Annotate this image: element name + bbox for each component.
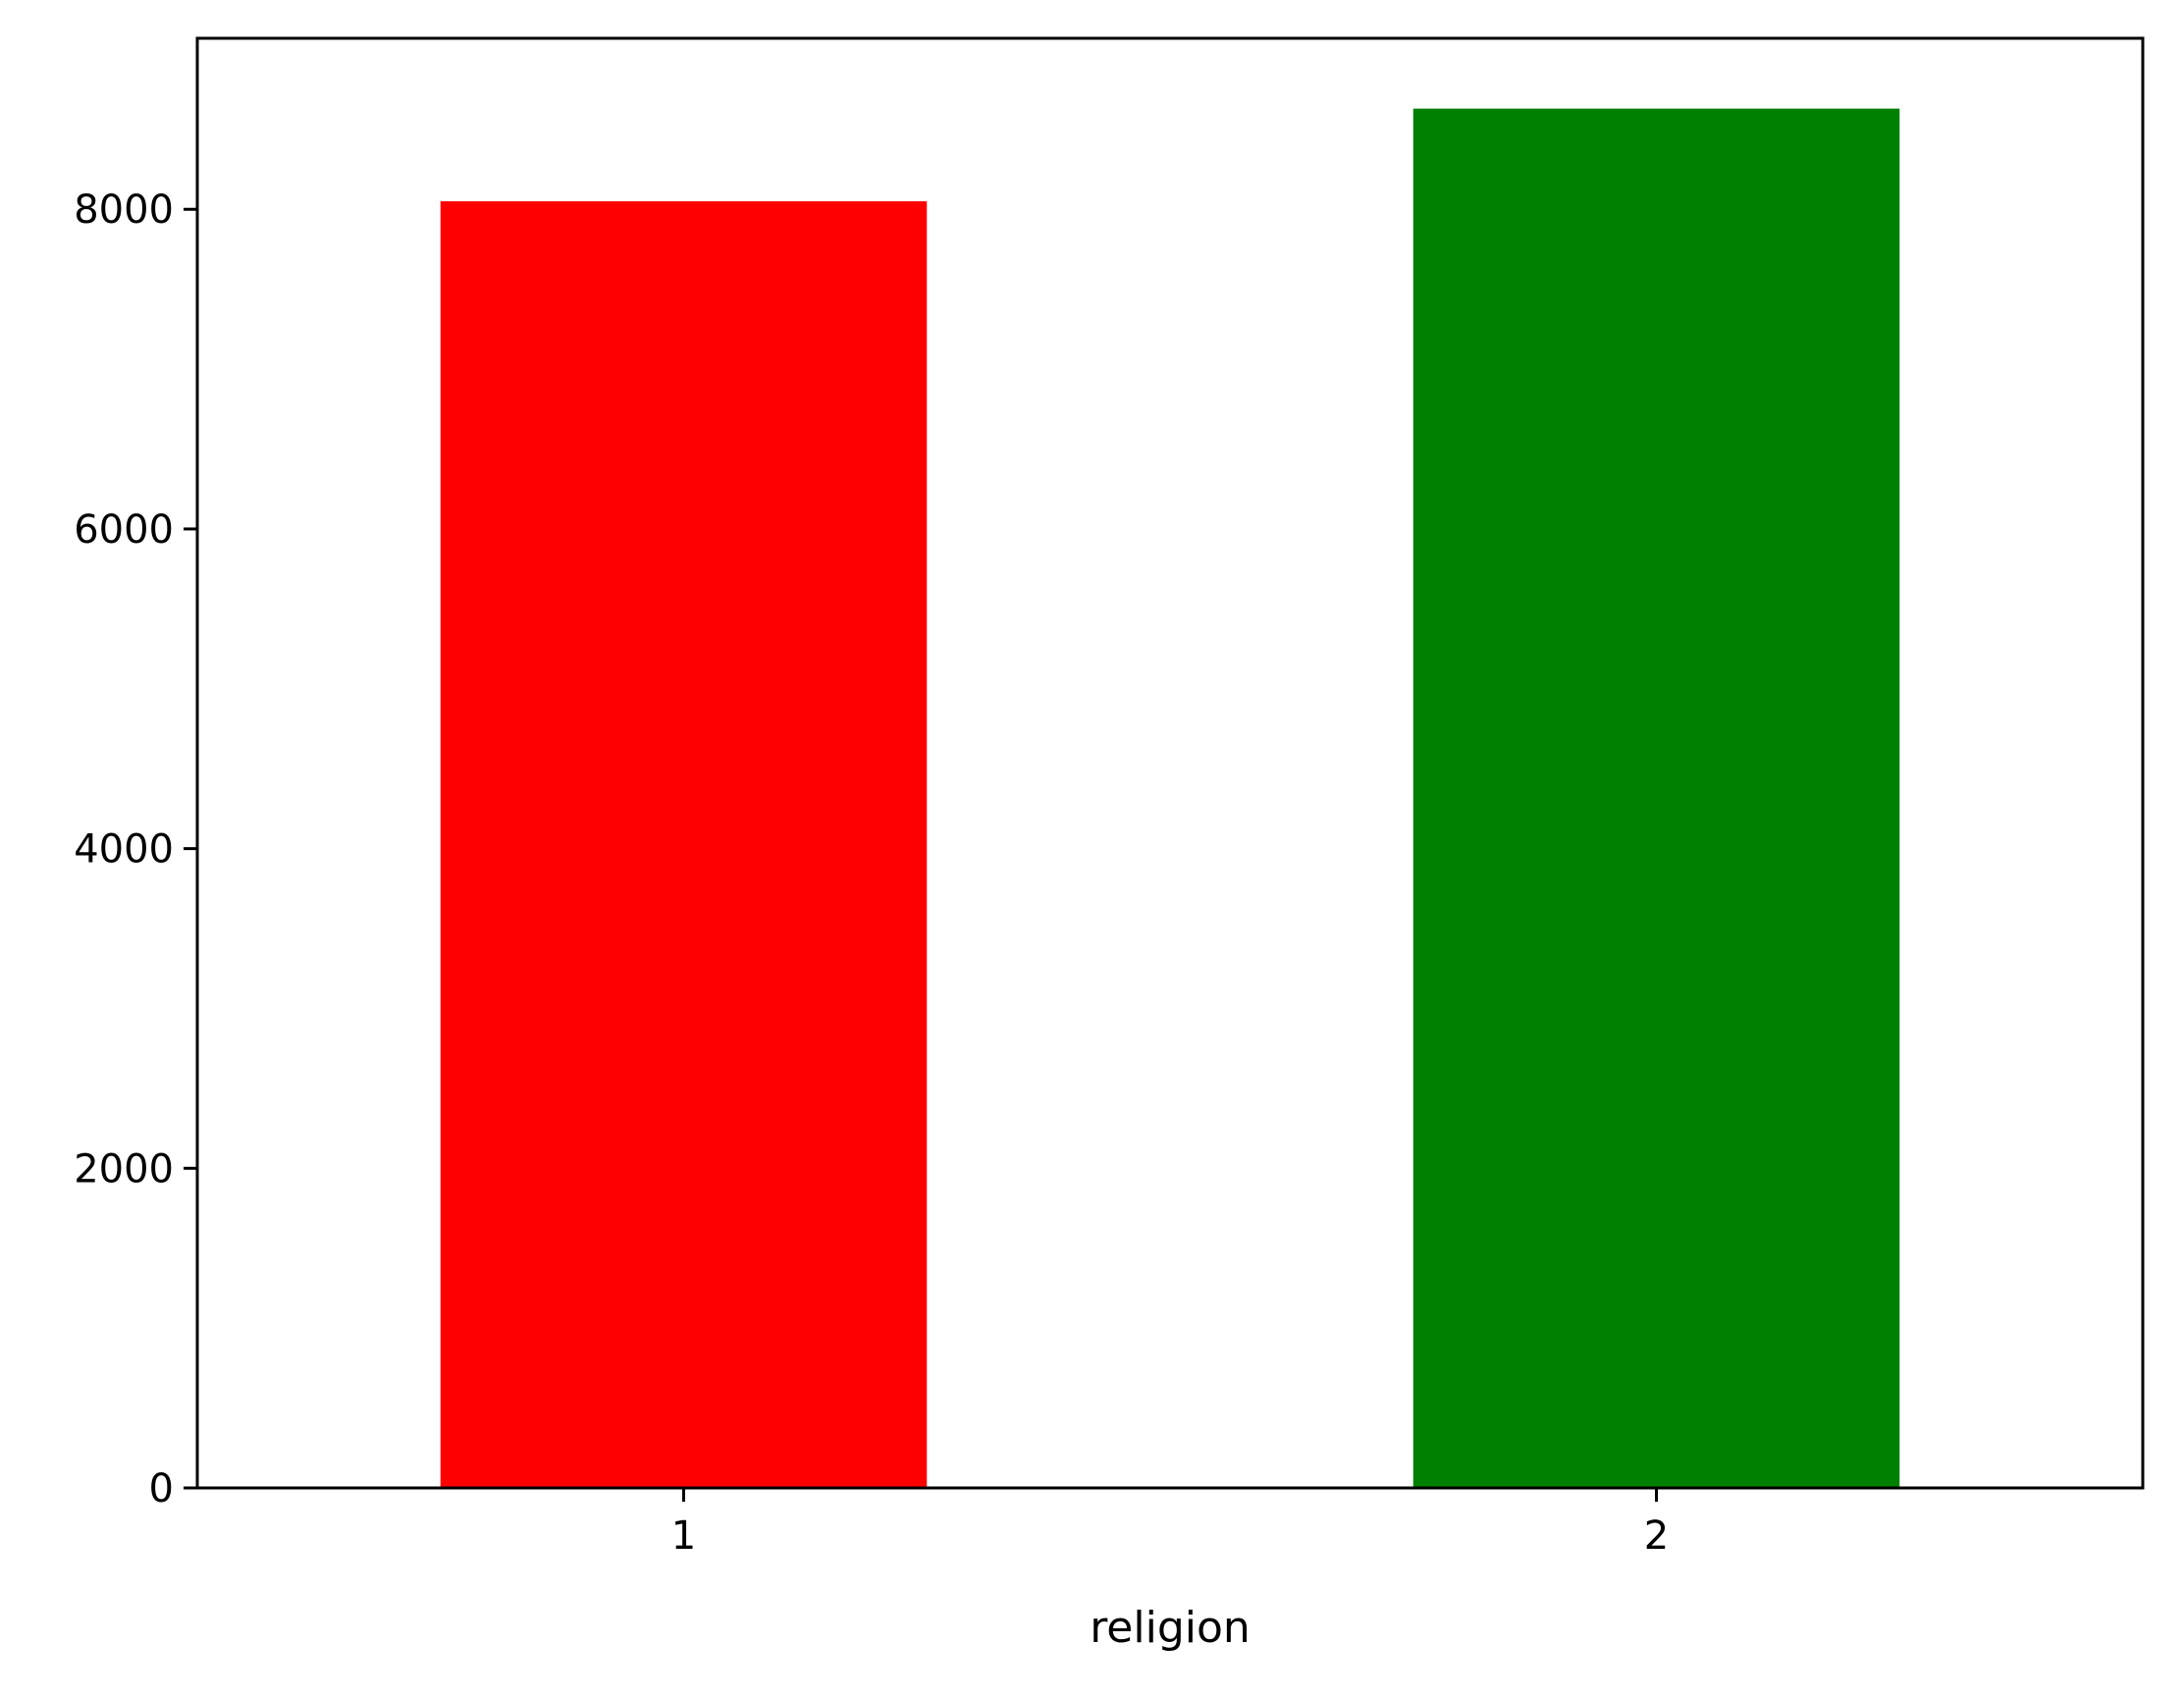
bars-group — [440, 108, 1900, 1488]
y-tick-label-2000: 2000 — [74, 1146, 174, 1192]
plot-frame — [195, 36, 2145, 1490]
y-tick-label-6000: 6000 — [74, 507, 174, 553]
y-tick-label-0: 0 — [149, 1466, 174, 1511]
x-axis-label: religion — [1090, 1603, 1251, 1653]
y-tick-label-4000: 4000 — [74, 827, 174, 873]
y-axis: 0 2000 4000 6000 8000 — [74, 187, 197, 1511]
bar-1 — [440, 201, 928, 1488]
y-tick-label-8000: 8000 — [74, 187, 174, 233]
x-tick-label-1: 1 — [671, 1513, 696, 1559]
x-tick-label-2: 2 — [1644, 1513, 1669, 1559]
bar-2 — [1412, 108, 1900, 1488]
